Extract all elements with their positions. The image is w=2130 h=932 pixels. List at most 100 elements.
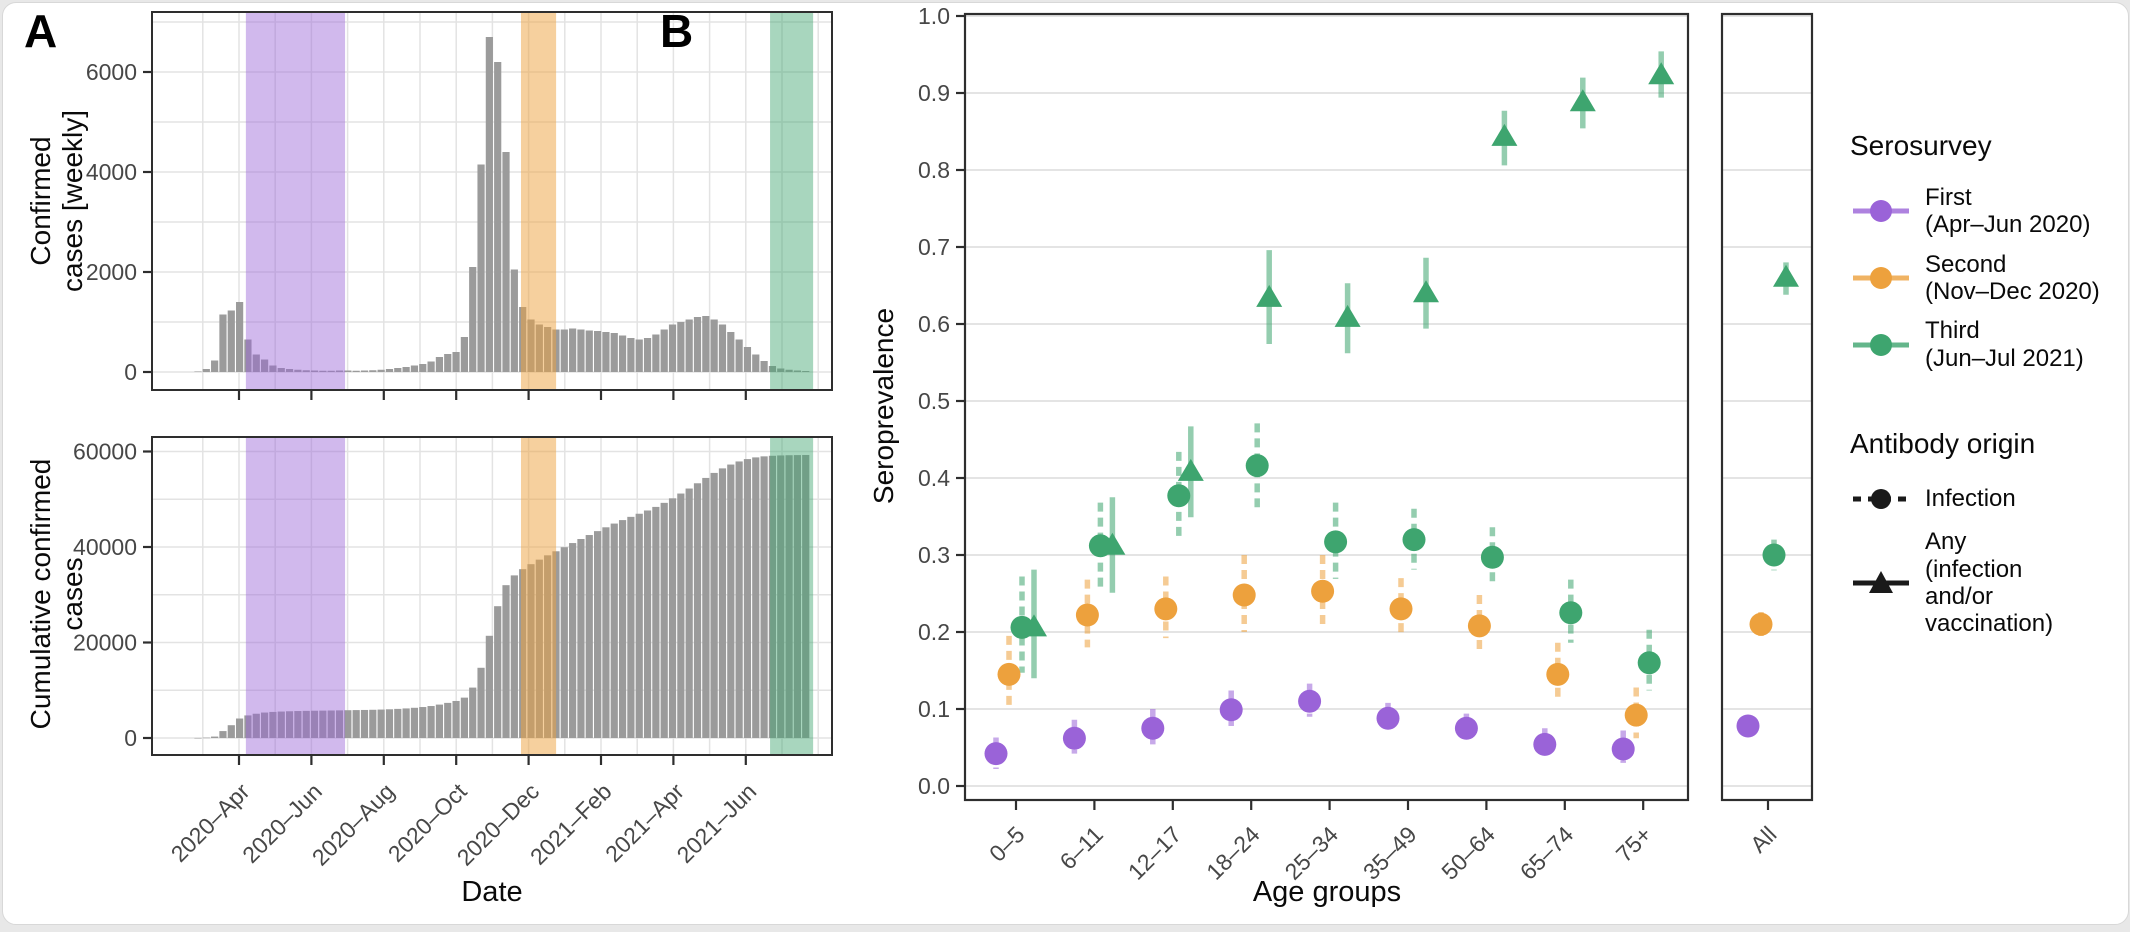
bar [610,333,618,372]
data-point-triangle [1177,458,1204,481]
bar [377,369,385,372]
x-tick-label: 75+ [1611,821,1657,867]
bar [194,737,202,739]
bar [285,369,294,372]
bar [593,531,602,738]
data-point-circle [1376,706,1400,730]
bar [752,457,760,738]
bar [510,575,518,738]
y-tick-label: 60000 [73,439,137,465]
y-tick-label: 0.7 [918,234,950,260]
axis-title-age-groups: Age groups [1252,876,1402,908]
data-point-circle [1402,528,1426,552]
data-point-triangle [1773,264,1799,287]
x-tick-label: 50–64 [1436,821,1500,885]
bar [693,317,702,372]
axis-title-weekly-cases: Confirmed cases [weekly] [24,109,88,293]
data-point-circle [1389,597,1413,621]
bar [577,539,585,738]
bar [469,267,477,372]
y-tick-label: 1.0 [918,3,950,29]
data-point-triangle [1021,614,1047,637]
data-point-triangle [1334,304,1361,327]
bar [702,316,710,372]
bar [702,477,710,738]
bar [710,472,718,738]
bar [236,302,244,372]
y-tick-label: 0 [124,359,137,385]
bar [460,337,468,372]
data-point-triangle [1491,123,1518,146]
bar [660,329,668,372]
bar [352,710,360,738]
legend-label: Infection [1925,485,2016,513]
bar [435,704,444,738]
data-point-circle [1454,716,1478,740]
bar [335,370,344,372]
bar [302,370,310,372]
y-tick-label: 0.5 [918,388,950,414]
triangle-marker-icon [1869,570,1893,593]
bar [444,702,452,738]
bar [277,711,285,738]
y-tick-label: 40000 [73,534,137,560]
bar [643,338,652,372]
y-tick-label: 0.1 [918,696,950,722]
survey-period-band [245,12,346,390]
bar [360,370,369,372]
bar [194,371,202,372]
x-tick-label: 2021–Jun [671,778,761,868]
y-tick-label: 0.3 [918,542,950,568]
data-point-circle [1311,579,1335,603]
bar [593,331,602,372]
data-point-triangle [1256,284,1283,307]
bar [244,715,252,738]
bar [236,718,244,738]
legend-label: Third (Jun–Jul 2021) [1925,317,2084,372]
bar [302,710,310,738]
circle-marker-icon [1871,489,1891,510]
bar [360,709,369,738]
bar [777,368,785,372]
bar [569,543,577,738]
bar [252,713,260,738]
bar [460,697,468,738]
bar [394,368,402,372]
bar [485,37,493,372]
bar [710,319,718,372]
panel-a-cumulative-chart: 02000040000600002020–Apr2020–Jun2020–Aug… [73,436,833,871]
bar [327,710,335,738]
legend-item-third-survey: Third (Jun–Jul 2021) [1850,317,2128,372]
bar [802,454,810,738]
data-point-circle [1324,530,1348,554]
panel-a-label: A [24,5,58,57]
bar [768,455,777,738]
axis-title-seroprevalence: Seroprevalence [867,307,899,505]
bar [760,361,768,372]
bar [627,338,635,372]
legend-label: Any (infection and/or vaccination) [1925,528,2054,638]
panel-border [151,11,833,391]
data-point-circle [1245,454,1269,478]
bar [319,710,327,738]
data-point-circle [1480,545,1504,569]
y-tick-label: 0.4 [918,465,950,491]
circle-marker-icon [1870,200,1892,223]
y-tick-label: 0.9 [918,80,950,106]
bar [618,335,627,372]
bar [735,461,743,738]
panel-border [1720,12,1814,802]
bar [777,455,785,738]
bar [260,712,269,738]
bar [560,329,568,372]
survey-period-band [520,437,557,755]
bar [685,488,693,738]
bar [502,585,510,738]
panel-border [151,436,833,756]
bar [469,687,477,738]
data-point-circle [997,662,1021,686]
data-point-circle [1749,612,1773,636]
first-survey-key-icon [1853,200,1909,223]
